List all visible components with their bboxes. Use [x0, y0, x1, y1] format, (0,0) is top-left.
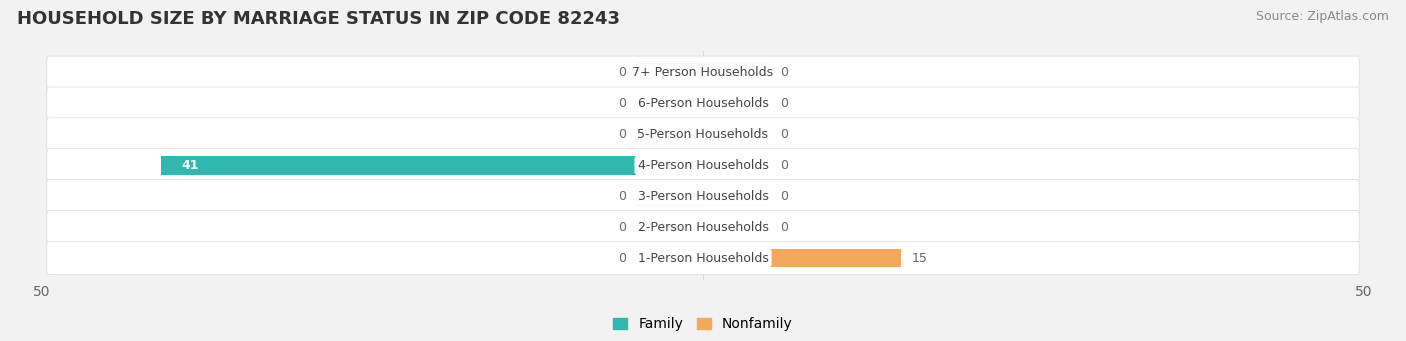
- Text: 0: 0: [780, 190, 787, 203]
- Text: 15: 15: [912, 252, 928, 265]
- Text: 0: 0: [619, 221, 626, 234]
- Bar: [703, 249, 901, 267]
- FancyBboxPatch shape: [46, 118, 1360, 151]
- Bar: [703, 156, 769, 175]
- Text: Source: ZipAtlas.com: Source: ZipAtlas.com: [1256, 10, 1389, 23]
- Bar: [637, 218, 703, 236]
- FancyBboxPatch shape: [46, 56, 1360, 89]
- Text: 1-Person Households: 1-Person Households: [637, 252, 769, 265]
- FancyBboxPatch shape: [46, 241, 1360, 275]
- Bar: [637, 125, 703, 144]
- Text: 4-Person Households: 4-Person Households: [637, 159, 769, 172]
- FancyBboxPatch shape: [46, 180, 1360, 213]
- Text: 5-Person Households: 5-Person Households: [637, 128, 769, 141]
- Text: HOUSEHOLD SIZE BY MARRIAGE STATUS IN ZIP CODE 82243: HOUSEHOLD SIZE BY MARRIAGE STATUS IN ZIP…: [17, 10, 620, 28]
- Text: 7+ Person Households: 7+ Person Households: [633, 66, 773, 79]
- Text: 0: 0: [619, 190, 626, 203]
- Bar: [637, 187, 703, 206]
- FancyBboxPatch shape: [46, 149, 1360, 182]
- Text: 0: 0: [780, 97, 787, 110]
- Legend: Family, Nonfamily: Family, Nonfamily: [607, 312, 799, 337]
- Text: 0: 0: [780, 66, 787, 79]
- Text: 0: 0: [780, 221, 787, 234]
- Bar: [637, 94, 703, 113]
- Text: 41: 41: [181, 159, 198, 172]
- Text: 0: 0: [619, 252, 626, 265]
- Text: 0: 0: [619, 66, 626, 79]
- Text: 2-Person Households: 2-Person Households: [637, 221, 769, 234]
- Bar: [162, 156, 703, 175]
- Bar: [703, 63, 769, 82]
- Bar: [703, 187, 769, 206]
- Text: 6-Person Households: 6-Person Households: [637, 97, 769, 110]
- Text: 0: 0: [780, 159, 787, 172]
- Bar: [703, 218, 769, 236]
- FancyBboxPatch shape: [46, 87, 1360, 120]
- Text: 0: 0: [780, 128, 787, 141]
- Bar: [703, 125, 769, 144]
- Text: 3-Person Households: 3-Person Households: [637, 190, 769, 203]
- Text: 0: 0: [619, 97, 626, 110]
- Bar: [703, 94, 769, 113]
- Bar: [637, 249, 703, 267]
- Bar: [637, 63, 703, 82]
- Text: 0: 0: [619, 128, 626, 141]
- FancyBboxPatch shape: [46, 210, 1360, 244]
